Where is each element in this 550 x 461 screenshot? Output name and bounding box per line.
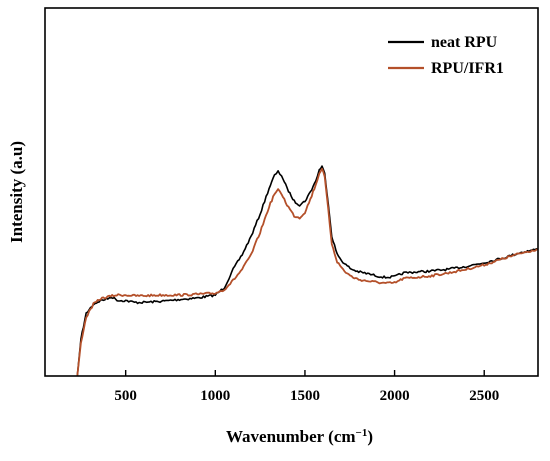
series-line-rpu-ifr1 xyxy=(76,167,539,377)
legend-label-neat-rpu: neat RPU xyxy=(431,34,498,51)
x-tick-label-2000: 2000 xyxy=(380,388,410,404)
series-line-neat-rpu xyxy=(76,165,539,377)
plot-frame xyxy=(44,7,539,377)
x-tick-label-1500: 1500 xyxy=(290,388,320,404)
x-axis-title-close: ) xyxy=(367,427,373,446)
x-tick-label-500: 500 xyxy=(114,388,137,404)
legend: neat RPU RPU/IFR1 xyxy=(388,34,504,77)
legend-label-rpu-ifr1: RPU/IFR1 xyxy=(431,60,504,77)
x-axis-title: Wavenumber (cm−1) xyxy=(226,427,373,446)
plot-area: 500 1000 1500 2000 2500 xyxy=(44,7,539,404)
y-axis-title: Intensity (a.u) xyxy=(7,141,26,243)
x-axis-title-main: Wavenumber (cm xyxy=(226,427,356,446)
x-tick-label-1000: 1000 xyxy=(200,388,230,404)
series-layer xyxy=(76,165,539,377)
x-tick-label-2500: 2500 xyxy=(469,388,499,404)
x-axis-ticks: 500 1000 1500 2000 2500 xyxy=(114,370,499,404)
x-axis-title-superscript: −1 xyxy=(356,427,368,439)
